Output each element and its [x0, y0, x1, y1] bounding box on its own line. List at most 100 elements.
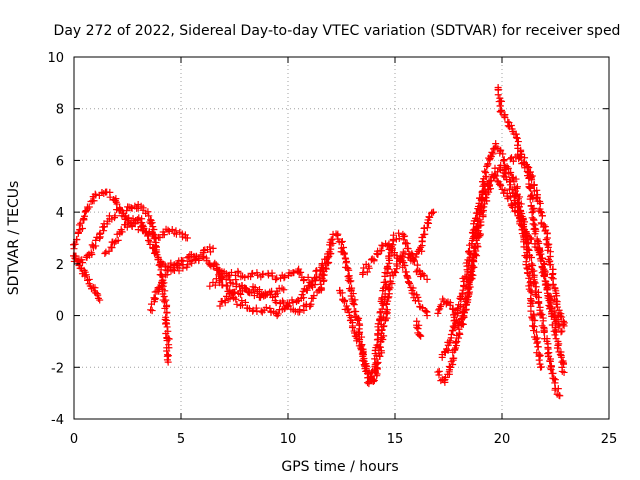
- data-point: [484, 161, 492, 169]
- data-point: [390, 231, 398, 239]
- data-point: [538, 209, 546, 217]
- data-point: [531, 317, 539, 325]
- data-point: [525, 174, 533, 182]
- data-point: [110, 239, 118, 247]
- data-point: [465, 281, 473, 289]
- data-point: [163, 347, 171, 355]
- data-point: [479, 189, 487, 197]
- data-point: [163, 337, 171, 345]
- data-point: [346, 312, 354, 320]
- data-point: [377, 338, 385, 346]
- data-point: [374, 331, 382, 339]
- data-point: [405, 250, 413, 258]
- data-point: [80, 215, 88, 223]
- data-point: [401, 232, 409, 240]
- data-point: [349, 322, 357, 330]
- data-point: [300, 276, 308, 284]
- data-point: [557, 328, 565, 336]
- data-point: [295, 269, 303, 277]
- data-point: [341, 254, 349, 262]
- data-point: [531, 279, 539, 287]
- data-point: [443, 345, 451, 353]
- data-point: [384, 294, 392, 302]
- y-tick-label: 0: [56, 310, 64, 325]
- data-point: [381, 269, 389, 277]
- data-point: [344, 265, 352, 273]
- data-point: [71, 240, 79, 248]
- data-point: [79, 216, 87, 224]
- data-point: [163, 301, 171, 309]
- data-point: [547, 366, 555, 374]
- data-point: [486, 177, 494, 185]
- data-point: [365, 262, 373, 270]
- data-point: [380, 332, 388, 340]
- data-point: [268, 272, 276, 280]
- data-point: [524, 245, 532, 253]
- data-point: [163, 309, 171, 317]
- data-point: [528, 289, 536, 297]
- data-point: [546, 364, 554, 372]
- data-point: [164, 327, 172, 335]
- data-point: [94, 294, 102, 302]
- data-point: [544, 282, 552, 290]
- data-point: [383, 300, 391, 308]
- data-point: [354, 316, 362, 324]
- data-point: [254, 271, 262, 279]
- data-point: [423, 275, 431, 283]
- data-point: [212, 261, 220, 269]
- data-point: [226, 295, 234, 303]
- data-point: [554, 385, 562, 393]
- data-point: [90, 197, 98, 205]
- data-point: [316, 276, 324, 284]
- data-point: [395, 235, 403, 243]
- data-point: [217, 275, 225, 283]
- data-point: [349, 299, 357, 307]
- series-14: [438, 171, 564, 400]
- data-point: [114, 236, 122, 244]
- data-point: [494, 91, 502, 99]
- data-point: [451, 316, 459, 324]
- data-point: [340, 250, 348, 258]
- data-point: [376, 308, 384, 316]
- x-tick-label: 0: [70, 432, 78, 447]
- data-point: [543, 337, 551, 345]
- data-point: [93, 290, 101, 298]
- data-point: [151, 249, 159, 257]
- data-point: [470, 233, 478, 241]
- x-tick-label: 5: [177, 432, 185, 447]
- data-point: [475, 206, 483, 214]
- data-point: [370, 257, 378, 265]
- data-point: [464, 298, 472, 306]
- data-point: [533, 186, 541, 194]
- data-point: [523, 233, 531, 241]
- data-point: [322, 260, 330, 268]
- data-point: [127, 219, 135, 227]
- data-point: [238, 297, 246, 305]
- data-point: [100, 227, 108, 235]
- data-point: [515, 195, 523, 203]
- x-tick-label: 20: [494, 432, 511, 447]
- data-point: [304, 273, 312, 281]
- data-point: [409, 284, 417, 292]
- data-point: [532, 283, 540, 291]
- data-point: [530, 327, 538, 335]
- data-point: [447, 331, 455, 339]
- data-point: [350, 301, 358, 309]
- data-point: [273, 289, 281, 297]
- data-point: [144, 236, 152, 244]
- data-point: [469, 226, 477, 234]
- data-point: [551, 331, 559, 339]
- data-point: [460, 277, 468, 285]
- data-point: [209, 262, 217, 270]
- data-point: [526, 184, 534, 192]
- data-point: [423, 312, 431, 320]
- axis-ticks: 0 5 10 15 20 25 -4 -2 0 2 4 6 8 10: [47, 51, 617, 447]
- data-point: [385, 284, 393, 292]
- data-point: [555, 340, 563, 348]
- data-point: [435, 306, 443, 314]
- data-point: [347, 277, 355, 285]
- data-point: [415, 331, 423, 339]
- data-point: [102, 248, 110, 256]
- data-point: [310, 292, 318, 300]
